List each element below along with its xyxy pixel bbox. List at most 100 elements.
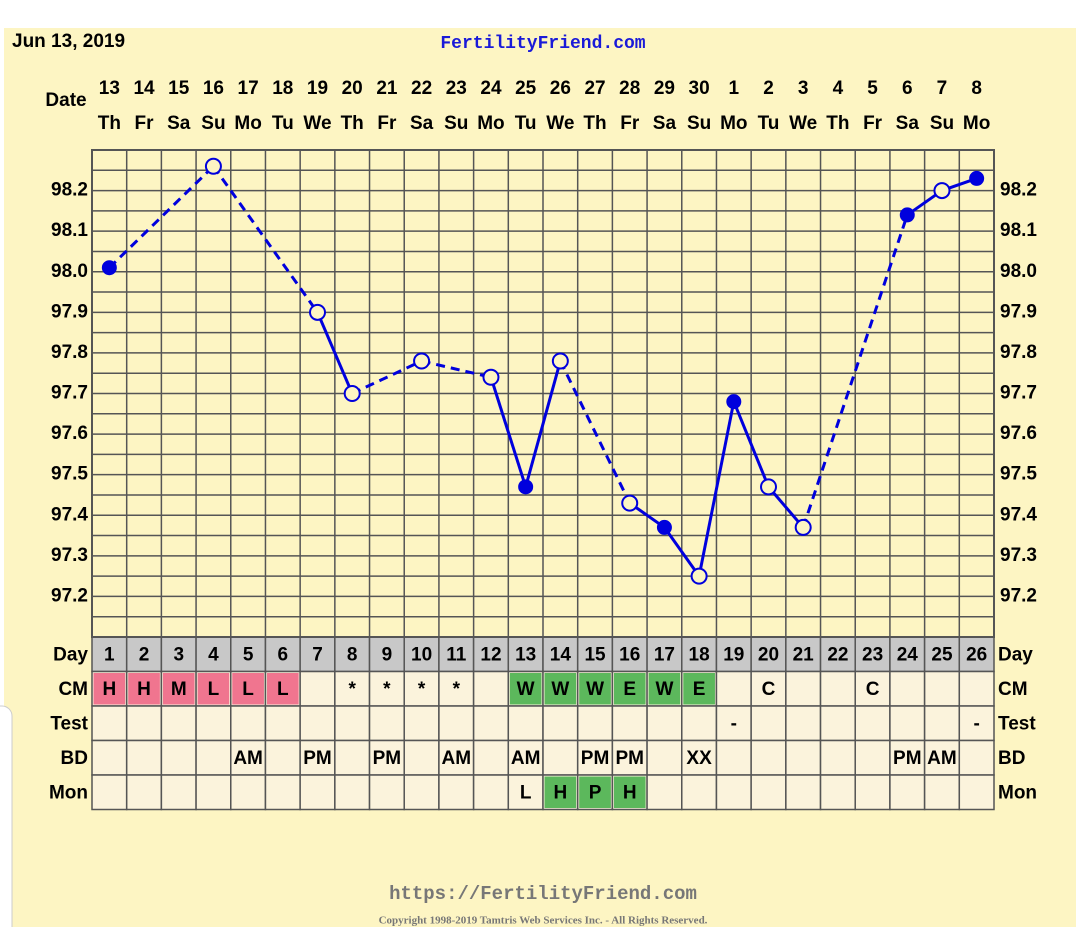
table-cell bbox=[368, 774, 405, 811]
table-cell bbox=[438, 774, 475, 811]
y-tick-label-right: 98.0 bbox=[1000, 261, 1037, 282]
table-cell bbox=[889, 705, 926, 742]
temp-segment bbox=[489, 376, 528, 488]
cell-value: W bbox=[551, 679, 569, 700]
y-tick-label-right: 97.6 bbox=[1000, 423, 1037, 444]
cell-highlight bbox=[648, 673, 681, 705]
cell-value: * bbox=[348, 679, 356, 700]
day-number: 23 bbox=[862, 644, 883, 665]
weekday-label: Su bbox=[444, 113, 468, 134]
table-cell bbox=[472, 705, 510, 742]
table-cell bbox=[785, 670, 822, 707]
cell-value: PM bbox=[581, 748, 610, 769]
temp-point bbox=[726, 394, 742, 410]
weekday-label: Su bbox=[687, 113, 711, 134]
day-cell bbox=[125, 636, 163, 673]
table-cell bbox=[646, 774, 683, 811]
cell-highlight bbox=[613, 673, 646, 705]
weekday-label: Mo bbox=[720, 113, 747, 134]
table-cell bbox=[438, 705, 475, 742]
table-cell bbox=[299, 705, 336, 742]
day-number: 20 bbox=[758, 644, 779, 665]
cell-value: E bbox=[693, 679, 706, 700]
table-cell bbox=[195, 774, 232, 811]
date-label: 23 bbox=[446, 78, 467, 99]
weekday-label: We bbox=[546, 113, 574, 134]
temp-point bbox=[518, 479, 534, 495]
date-label: 27 bbox=[584, 78, 605, 99]
y-tick-label-right: 97.4 bbox=[1000, 504, 1037, 525]
table-cell bbox=[958, 739, 995, 776]
table-row-label: Mon bbox=[49, 782, 88, 803]
temp-segment bbox=[697, 401, 736, 577]
temp-segment bbox=[801, 214, 909, 528]
table-cell bbox=[715, 670, 752, 707]
weekday-label: Th bbox=[583, 113, 606, 134]
day-number: 4 bbox=[208, 644, 219, 665]
date-label: Date bbox=[45, 90, 86, 111]
site-title: FertilityFriend.com bbox=[440, 34, 645, 54]
cell-value: XX bbox=[686, 748, 712, 769]
table-row-label-right: Test bbox=[998, 713, 1036, 734]
cell-value: PM bbox=[615, 748, 644, 769]
table-cell bbox=[160, 705, 197, 742]
cell-highlight bbox=[128, 673, 160, 705]
cell-value: M bbox=[171, 679, 187, 700]
date-label: 19 bbox=[307, 78, 328, 99]
day-number: 7 bbox=[312, 644, 323, 665]
table-cell bbox=[819, 739, 856, 776]
cell-highlight bbox=[579, 776, 611, 808]
table-cell bbox=[854, 774, 891, 811]
copyright: Copyright 1998-2019 Tamtris Web Services… bbox=[379, 915, 708, 927]
weekday-label: Sa bbox=[653, 113, 677, 134]
table-cell bbox=[715, 774, 752, 811]
y-tick-label: 97.6 bbox=[51, 423, 88, 444]
table-cell bbox=[91, 705, 128, 742]
y-tick-label-right: 98.1 bbox=[1000, 220, 1037, 241]
table-cell bbox=[715, 739, 752, 776]
table-cell bbox=[681, 774, 718, 811]
temp-point bbox=[343, 385, 361, 402]
table-cell bbox=[611, 705, 648, 742]
table-cell bbox=[819, 670, 856, 707]
day-number: 5 bbox=[243, 644, 254, 665]
weekday-label: Fr bbox=[377, 113, 397, 134]
table-row-label-right: Mon bbox=[998, 782, 1037, 803]
table-cell bbox=[472, 774, 510, 811]
date-label: 2 bbox=[763, 78, 774, 99]
table-cell bbox=[507, 739, 544, 776]
date-label: 16 bbox=[203, 78, 224, 99]
table-cell bbox=[576, 739, 614, 776]
date-label: 29 bbox=[654, 78, 675, 99]
table-cell bbox=[681, 739, 718, 776]
table-cell bbox=[195, 739, 232, 776]
y-tick-label: 98.2 bbox=[51, 180, 88, 201]
temp-segment bbox=[351, 359, 423, 395]
table-cell bbox=[889, 670, 926, 707]
day-number: 19 bbox=[723, 644, 744, 665]
cell-value: P bbox=[589, 782, 602, 803]
weekday-label: Sa bbox=[167, 113, 191, 134]
cell-value: * bbox=[453, 679, 461, 700]
temp-segment bbox=[767, 485, 805, 529]
chart-border bbox=[91, 149, 995, 638]
day-number: 3 bbox=[173, 644, 184, 665]
day-number: 16 bbox=[619, 644, 640, 665]
temp-point bbox=[101, 260, 117, 276]
table-cell bbox=[923, 670, 961, 707]
table-cell bbox=[785, 774, 822, 811]
y-tick-label: 97.8 bbox=[51, 342, 88, 363]
table-cell bbox=[889, 774, 926, 811]
day-number: 26 bbox=[966, 644, 987, 665]
cell-highlight bbox=[197, 673, 230, 705]
weekday-label: Su bbox=[930, 113, 954, 134]
y-tick-label-right: 97.5 bbox=[1000, 464, 1037, 485]
weekday-label: Sa bbox=[896, 113, 920, 134]
table-cell bbox=[472, 670, 510, 707]
table-cell bbox=[854, 739, 891, 776]
cell-value: L bbox=[520, 782, 532, 803]
table-cell bbox=[230, 774, 267, 811]
table-cell bbox=[368, 670, 405, 707]
table-cell bbox=[646, 705, 683, 742]
day-cell bbox=[681, 636, 718, 673]
